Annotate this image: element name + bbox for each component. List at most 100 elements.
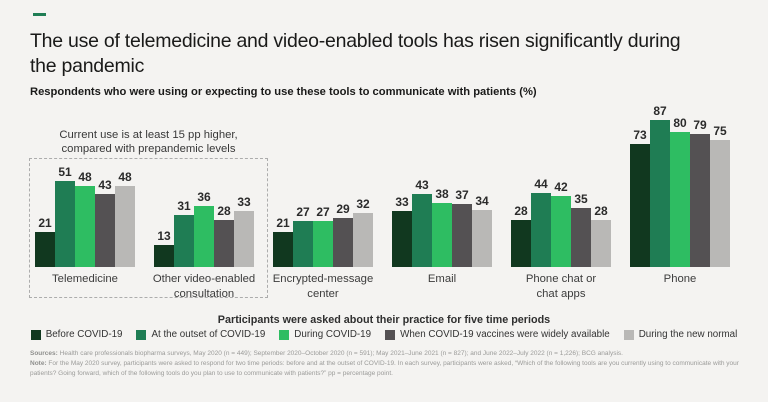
bar: 33 xyxy=(392,195,412,267)
bar-value-label: 44 xyxy=(534,176,548,191)
legend-swatch xyxy=(623,329,634,340)
highlight-dashed-box xyxy=(29,158,268,298)
category-label: Encrypted-message center xyxy=(272,273,374,300)
bar: 48 xyxy=(75,170,95,267)
bar: 34 xyxy=(472,194,492,267)
bar-group: 13 31 36 28 33 xyxy=(154,190,254,267)
note-text: For the May 2020 survey, participants we… xyxy=(30,360,739,378)
legend-label: During the new normal xyxy=(638,329,738,340)
legend-label: When COVID-19 vaccines were widely avail… xyxy=(400,329,610,340)
category-cell: Encrypted-message center xyxy=(273,272,373,301)
category-cell: Other video-enabled consultation xyxy=(153,272,255,301)
legend-item: During COVID-19 xyxy=(279,329,371,340)
bar-group: 28 44 42 35 28 xyxy=(511,177,611,267)
bar-value-label: 27 xyxy=(296,205,310,220)
bar-group: 21 27 27 29 32 xyxy=(273,197,373,267)
legend-item: Before COVID-19 xyxy=(30,329,122,340)
legend-title: Participants were asked about their prac… xyxy=(217,314,551,326)
bar-value-label: 35 xyxy=(574,191,588,206)
bar-group: 73 87 80 79 75 xyxy=(630,104,730,267)
sources-label: Sources: xyxy=(30,350,58,357)
bar-value-label: 33 xyxy=(237,195,251,210)
bar: 13 xyxy=(154,229,174,267)
bar: 27 xyxy=(313,205,333,267)
legend: Before COVID-19 At the outset of COVID-19… xyxy=(0,329,768,340)
bar: 48 xyxy=(115,170,135,267)
bar: 35 xyxy=(571,192,591,267)
bar-value-label: 34 xyxy=(475,193,489,208)
category-cell: Phone chat or chat apps xyxy=(511,272,611,301)
page-title: The use of telemedicine and video-enable… xyxy=(30,30,681,77)
bar: 37 xyxy=(452,188,472,267)
footnotes: Sources: Health care professionals bioph… xyxy=(30,349,742,379)
annotation-line-1: Current use is at least 15 pp higher, xyxy=(59,129,238,141)
bar-value-label: 33 xyxy=(395,195,409,210)
bar: 43 xyxy=(412,178,432,267)
category-axis: Telemedicine Other video-enabled consulta… xyxy=(35,272,730,301)
category-label: Telemedicine xyxy=(52,273,118,285)
category-label: Phone chat or chat apps xyxy=(525,273,597,300)
category-cell: Email xyxy=(392,272,492,301)
bar-value-label: 79 xyxy=(693,117,707,132)
sources-text: Health care professionals biopharma surv… xyxy=(57,350,623,357)
bar-value-label: 32 xyxy=(356,196,370,211)
bar-value-label: 48 xyxy=(78,169,92,184)
bar: 51 xyxy=(55,165,75,267)
plot-area: 21 51 48 43 48 13 31 36 28 33 21 27 27 29 32 33 43 38 37 34… xyxy=(35,97,730,267)
legend-swatch xyxy=(385,329,396,340)
bar-value-label: 13 xyxy=(157,229,171,244)
bar: 38 xyxy=(432,187,452,267)
bar-group: 21 51 48 43 48 xyxy=(35,165,135,267)
legend-item: At the outset of COVID-19 xyxy=(136,329,265,340)
bar: 29 xyxy=(333,202,353,267)
bar-value-label: 42 xyxy=(554,180,568,195)
bar: 42 xyxy=(551,180,571,267)
legend-item: When COVID-19 vaccines were widely avail… xyxy=(385,329,610,340)
bar-value-label: 43 xyxy=(98,178,112,193)
bar-value-label: 28 xyxy=(217,203,231,218)
bar-value-label: 73 xyxy=(633,127,647,142)
bar-value-label: 31 xyxy=(177,198,191,213)
legend-swatch xyxy=(279,329,290,340)
bar-value-label: 21 xyxy=(38,215,52,230)
bar: 33 xyxy=(234,195,254,267)
bar: 28 xyxy=(214,204,234,267)
bar-value-label: 27 xyxy=(316,205,330,220)
bar-value-label: 21 xyxy=(276,215,290,230)
bar: 73 xyxy=(630,128,650,267)
category-label: Phone xyxy=(663,273,697,285)
legend-swatch xyxy=(30,329,41,340)
note-line: Note: For the May 2020 survey, participa… xyxy=(30,359,742,379)
bar: 21 xyxy=(273,216,293,267)
category-cell: Telemedicine xyxy=(35,272,135,301)
bar: 32 xyxy=(353,197,373,267)
bar-value-label: 51 xyxy=(58,164,72,179)
legend-item: During the new normal xyxy=(623,329,738,340)
bar: 44 xyxy=(531,177,551,267)
bar: 27 xyxy=(293,205,313,267)
bar-value-label: 28 xyxy=(594,203,608,218)
bar-value-label: 80 xyxy=(673,115,687,130)
bar: 87 xyxy=(650,104,670,267)
bar: 75 xyxy=(710,124,730,267)
bar-value-label: 36 xyxy=(197,190,211,205)
bar-value-label: 38 xyxy=(435,186,449,201)
chart-subtitle: Respondents who were using or expecting … xyxy=(30,86,537,98)
category-cell: Phone xyxy=(630,272,730,301)
category-label: Email xyxy=(427,273,457,285)
bar-value-label: 28 xyxy=(514,203,528,218)
category-label: Other video-enabled consultation xyxy=(152,273,256,300)
bar: 80 xyxy=(670,116,690,267)
sources-line: Sources: Health care professionals bioph… xyxy=(30,349,742,359)
legend-label: At the outset of COVID-19 xyxy=(151,329,266,340)
bar: 36 xyxy=(194,190,214,267)
legend-label: During COVID-19 xyxy=(294,329,372,340)
brand-accent-dash xyxy=(33,13,46,16)
bar-value-label: 43 xyxy=(415,178,429,193)
note-label: Note: xyxy=(30,360,47,368)
bar: 31 xyxy=(174,199,194,267)
bar: 79 xyxy=(690,118,710,267)
annotation-line-2: compared with prepandemic levels xyxy=(61,142,236,155)
bar-group: 33 43 38 37 34 xyxy=(392,178,492,267)
